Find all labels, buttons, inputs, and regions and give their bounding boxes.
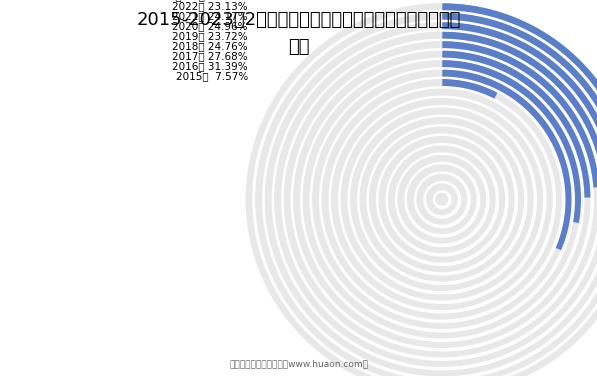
Text: 制图：华经产业研究院（www.huaon.com）: 制图：华经产业研究院（www.huaon.com） xyxy=(229,359,368,368)
Text: 2016年 31.39%: 2016年 31.39% xyxy=(172,61,248,71)
Text: 2020年 24.96%: 2020年 24.96% xyxy=(173,21,248,31)
Text: 2017年 27.68%: 2017年 27.68% xyxy=(172,51,248,61)
Text: 2019年 23.72%: 2019年 23.72% xyxy=(172,31,248,41)
Text: 2015年  7.57%: 2015年 7.57% xyxy=(176,71,248,81)
Text: 比重: 比重 xyxy=(288,38,309,56)
Text: 2015-2023年2月大连商品交易所期货成交金额占全国市场: 2015-2023年2月大连商品交易所期货成交金额占全国市场 xyxy=(136,11,461,29)
Text: 2022年 23.13%: 2022年 23.13% xyxy=(172,1,248,11)
Text: 2018年 24.76%: 2018年 24.76% xyxy=(172,41,248,51)
Text: 2021年 24.17%: 2021年 24.17% xyxy=(172,11,248,21)
Text: 2023年1-2月 18.99%: 2023年1-2月 18.99% xyxy=(149,0,248,2)
